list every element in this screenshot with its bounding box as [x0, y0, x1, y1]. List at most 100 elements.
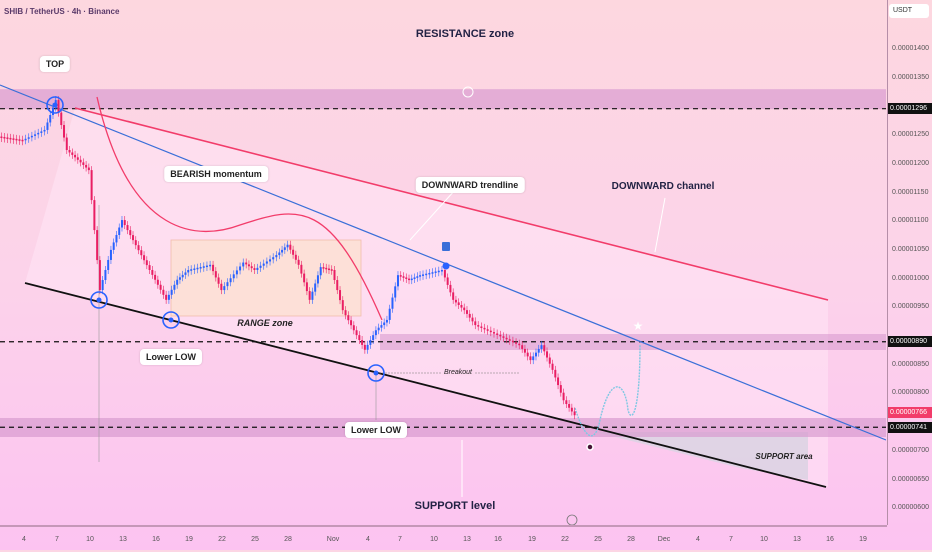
candle-body [18, 139, 21, 141]
candle-body [380, 325, 383, 328]
candle-body [446, 277, 449, 285]
candle-body [508, 339, 511, 341]
candle-body [137, 245, 140, 251]
pivot-dot [373, 370, 379, 376]
time-tick: 4 [696, 536, 700, 543]
time-axis[interactable]: 4 7 10 13 16 19 22 25 28 Nov 4 7 10 13 16 19 22 25 28 Dec 4 7… [0, 525, 887, 552]
candle-body [76, 157, 79, 160]
candle-body [532, 356, 535, 361]
time-tick: 19 [528, 536, 536, 543]
time-tick: 16 [152, 536, 160, 543]
candle-body [474, 321, 477, 326]
candle-body [170, 289, 173, 295]
candle-body [173, 284, 176, 290]
symbol-title[interactable]: SHIB / TetherUS · 4h · Binance [4, 7, 120, 16]
time-tick: 16 [826, 536, 834, 543]
candle-body [232, 274, 235, 279]
candle-body [311, 291, 314, 300]
candle-body [350, 320, 353, 326]
candle-body [109, 249, 112, 260]
candle-body [51, 107, 54, 116]
candle-body [521, 345, 524, 349]
candle-body [471, 317, 474, 322]
channel-fill [25, 108, 828, 487]
candle-body [12, 138, 15, 140]
time-tick: 13 [119, 536, 127, 543]
candle-body [452, 292, 455, 300]
candle-body [570, 407, 573, 412]
time-tick: 28 [284, 536, 292, 543]
currency-button[interactable]: USDT [889, 4, 929, 18]
candle-body [250, 266, 253, 269]
arrow-down-icon [442, 242, 450, 251]
chart-plot-area[interactable]: ★ [0, 0, 886, 525]
time-tick: 7 [398, 536, 402, 543]
resistance-trendline [74, 107, 829, 301]
time-tick: 7 [55, 536, 59, 543]
candle-body [483, 327, 486, 330]
candle-body [239, 266, 242, 271]
candle-body [486, 329, 489, 331]
candle-body [294, 254, 297, 260]
candle-body [184, 272, 187, 275]
candle-body [40, 131, 43, 133]
candle-body [253, 268, 256, 270]
candle-body [107, 259, 110, 270]
candle-body [416, 276, 419, 278]
candle-body [247, 264, 250, 267]
resistance-zone-band [0, 89, 886, 110]
candle-body [34, 134, 37, 136]
candle-body [316, 275, 319, 284]
candle-body [220, 283, 223, 291]
bearish-momentum-arrow [96, 96, 383, 321]
candle-body [565, 400, 568, 405]
candle-body [534, 352, 537, 357]
candle-body [283, 247, 286, 250]
candle-body [93, 200, 96, 231]
eye-icon [586, 443, 594, 451]
time-tick: 28 [627, 536, 635, 543]
time-tick: 22 [561, 536, 569, 543]
candle-body [465, 310, 468, 314]
price-level-label: 0.00000741 [888, 421, 932, 433]
candle-body [49, 115, 52, 123]
candle-body [355, 330, 358, 336]
candle-body [21, 139, 24, 142]
time-tick: 25 [251, 536, 259, 543]
lightning-icon [566, 514, 578, 525]
candle-body [262, 263, 265, 266]
projection-path [574, 344, 641, 437]
time-tick: 4 [366, 536, 370, 543]
candle-body [46, 122, 49, 130]
candle-body [292, 249, 295, 255]
candle-body [515, 342, 518, 344]
candle-body [336, 280, 339, 291]
candle-body [120, 220, 123, 228]
candle-body [383, 322, 386, 326]
candle-body [366, 344, 369, 350]
candle-body [369, 340, 372, 345]
candle-body [205, 265, 208, 268]
candle-body [134, 240, 137, 246]
candle-body [489, 330, 492, 333]
price-axis[interactable]: 0.00001400 0.00001350 0.00001250 0.00001200… [887, 0, 932, 525]
candle-body [286, 244, 289, 248]
candle-body [123, 220, 126, 226]
pivot-circle [90, 291, 108, 309]
candle-body [333, 269, 336, 281]
price-tick: 0.00000850 [892, 360, 929, 368]
candle-body [391, 297, 394, 309]
price-level-label: 0.00001296 [888, 103, 932, 115]
annotation-top: TOP [39, 56, 71, 72]
time-tick: 10 [430, 536, 438, 543]
time-tick: 13 [793, 536, 801, 543]
candle-body [394, 286, 397, 298]
candle-body [0, 136, 3, 139]
candle-body [132, 235, 135, 241]
candle-body [156, 279, 159, 285]
candle-body [57, 100, 60, 113]
candle-body [27, 137, 30, 139]
candle-body [554, 369, 557, 378]
candle-body [347, 315, 350, 321]
candle-body [468, 313, 471, 318]
